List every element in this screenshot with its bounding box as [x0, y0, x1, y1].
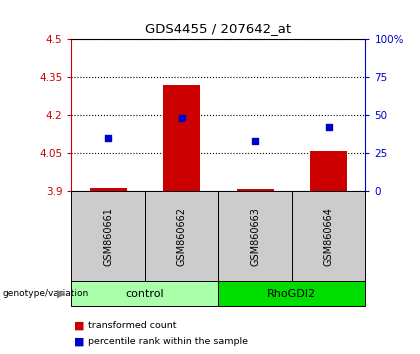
Text: ▶: ▶: [57, 289, 65, 299]
Bar: [237, 189, 273, 191]
Text: percentile rank within the sample: percentile rank within the sample: [88, 337, 248, 346]
Text: genotype/variation: genotype/variation: [2, 289, 88, 298]
Text: RhoGDI2: RhoGDI2: [268, 289, 316, 299]
Point: [252, 138, 259, 144]
Text: ■: ■: [74, 321, 84, 331]
Text: transformed count: transformed count: [88, 321, 177, 330]
Bar: [90, 188, 126, 191]
Title: GDS4455 / 207642_at: GDS4455 / 207642_at: [145, 22, 291, 35]
Bar: [310, 150, 347, 191]
Point: [105, 135, 112, 141]
Text: GSM860664: GSM860664: [324, 207, 333, 266]
Point: [178, 115, 185, 121]
Text: control: control: [126, 289, 164, 299]
Point: [326, 124, 332, 130]
Text: GSM860663: GSM860663: [250, 207, 260, 266]
Text: GSM860661: GSM860661: [103, 207, 113, 266]
Bar: [163, 85, 200, 191]
Text: ■: ■: [74, 337, 84, 347]
Text: GSM860662: GSM860662: [177, 207, 186, 266]
